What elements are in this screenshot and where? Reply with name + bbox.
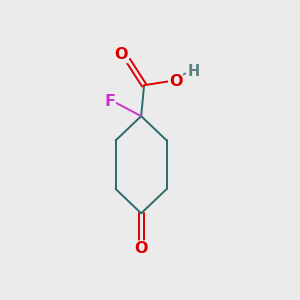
Text: H: H xyxy=(188,64,200,79)
Text: F: F xyxy=(104,94,115,109)
Text: O: O xyxy=(134,241,148,256)
Text: O: O xyxy=(169,74,182,89)
Text: O: O xyxy=(115,47,128,62)
